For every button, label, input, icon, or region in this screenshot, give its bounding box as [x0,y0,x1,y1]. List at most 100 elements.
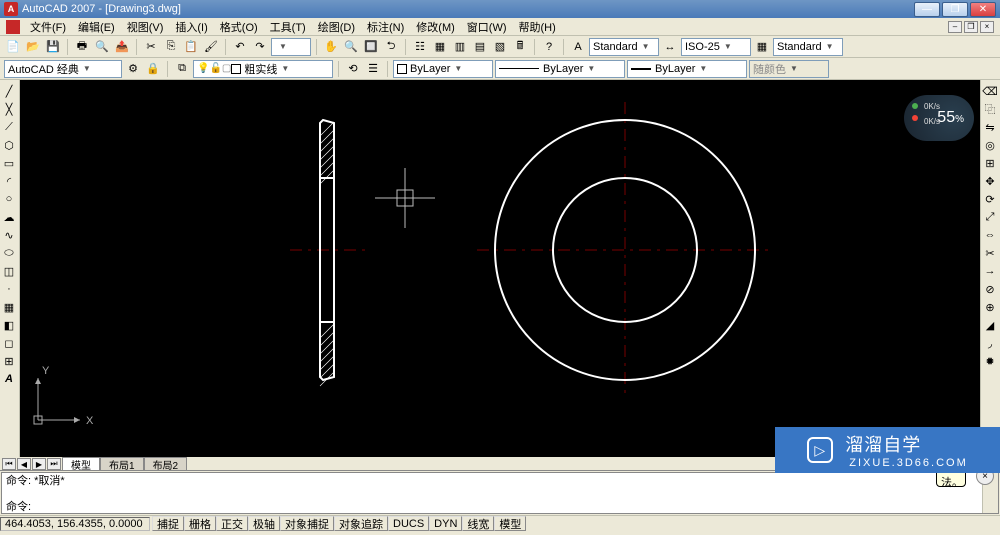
redo-icon[interactable]: ↷ [251,38,269,56]
move-icon[interactable]: ✥ [981,172,999,190]
plotstyle-dropdown[interactable]: 随颜色▼ [749,60,829,78]
workspace-settings-icon[interactable]: ⚙ [124,60,142,78]
table-style-dropdown[interactable]: Standard▼ [773,38,843,56]
doc-restore-button[interactable]: ❐ [964,21,978,33]
menu-edit[interactable]: 编辑(E) [72,19,121,35]
pan-icon[interactable]: ✋ [322,38,340,56]
close-button[interactable]: ✕ [970,2,996,17]
tool-palettes-icon[interactable]: ▥ [451,38,469,56]
undo-history-dropdown[interactable]: ▼ [271,38,311,56]
array-icon[interactable]: ⊞ [981,154,999,172]
layer-dropdown[interactable]: 💡🔓▢ 粗实线▼ [193,60,333,78]
qcalc-icon[interactable]: 🖩 [511,38,529,56]
tab-last-button[interactable]: ⏭ [47,458,61,470]
toggle-polar[interactable]: 极轴 [248,516,280,531]
toggle-ortho[interactable]: 正交 [216,516,248,531]
dim-style-dropdown[interactable]: ISO-25▼ [681,38,751,56]
line-icon[interactable]: ╱ [0,82,18,100]
maximize-button[interactable]: ❐ [942,2,968,17]
linetype-dropdown[interactable]: ByLayer▼ [495,60,625,78]
hatch-icon[interactable]: ▦ [0,298,18,316]
rotate-icon[interactable]: ⟳ [981,190,999,208]
toggle-lwt[interactable]: 线宽 [462,516,494,531]
menu-draw[interactable]: 绘图(D) [312,19,361,35]
menu-dim[interactable]: 标注(N) [361,19,410,35]
stretch-icon[interactable]: ⇔ [981,226,999,244]
tab-layout2[interactable]: 布局2 [144,457,188,470]
pline-icon[interactable]: ⟋ [0,118,18,136]
scale-icon[interactable]: ⤢ [981,208,999,226]
menu-tools[interactable]: 工具(T) [264,19,312,35]
tab-layout1[interactable]: 布局1 [100,457,144,470]
menu-view[interactable]: 视图(V) [121,19,170,35]
layer-manager-icon[interactable]: ⧉ [173,60,191,78]
gradient-icon[interactable]: ◧ [0,316,18,334]
chamfer-icon[interactable]: ◢ [981,316,999,334]
plot-preview-icon[interactable]: 🔍 [93,38,111,56]
circle-icon[interactable]: ○ [0,190,18,208]
region-icon[interactable]: ◻ [0,334,18,352]
workspace-dropdown[interactable]: AutoCAD 经典▼ [4,60,122,78]
join-icon[interactable]: ⊕ [981,298,999,316]
zoom-rt-icon[interactable]: 🔍 [342,38,360,56]
spline-icon[interactable]: ∿ [0,226,18,244]
drawing-canvas[interactable]: XY 0K/s 0K/s 55% [20,80,980,457]
minimize-button[interactable]: — [914,2,940,17]
extend-icon[interactable]: → [981,262,999,280]
polygon-icon[interactable]: ⬡ [0,136,18,154]
revcloud-icon[interactable]: ☁ [0,208,18,226]
help-icon[interactable]: ? [540,38,558,56]
copy-icon[interactable]: ⎘ [162,38,180,56]
block-icon[interactable]: ◫ [0,262,18,280]
arc-icon[interactable]: ◜ [0,172,18,190]
match-icon[interactable]: 🖌 [202,38,220,56]
toggle-ducs[interactable]: DUCS [388,516,429,531]
sheet-set-icon[interactable]: ▤ [471,38,489,56]
text-style-icon[interactable]: A [569,38,587,56]
design-center-icon[interactable]: ▦ [431,38,449,56]
print-icon[interactable]: 🖶 [73,38,91,56]
markup-icon[interactable]: ▧ [491,38,509,56]
zoom-window-icon[interactable]: 🔲 [362,38,380,56]
save-icon[interactable]: 💾 [44,38,62,56]
offset-icon[interactable]: ◎ [981,136,999,154]
tab-model[interactable]: 模型 [62,457,100,470]
menu-format[interactable]: 格式(O) [214,19,264,35]
color-dropdown[interactable]: ByLayer▼ [393,60,493,78]
workspace-lock-icon[interactable]: 🔒 [144,60,162,78]
mirror-icon[interactable]: ⇋ [981,118,999,136]
command-window[interactable]: 命令: *取消* 命令: [1,472,999,514]
rect-icon[interactable]: ▭ [0,154,18,172]
mtext-icon[interactable]: A [0,370,18,388]
text-style-dropdown[interactable]: Standard▼ [589,38,659,56]
erase-icon[interactable]: ⌫ [981,82,999,100]
lineweight-dropdown[interactable]: ByLayer▼ [627,60,747,78]
layer-states-icon[interactable]: ☰ [364,60,382,78]
break-icon[interactable]: ⊘ [981,280,999,298]
tab-first-button[interactable]: ⏮ [2,458,16,470]
menu-window[interactable]: 窗口(W) [461,19,513,35]
doc-close-button[interactable]: × [980,21,994,33]
toggle-dyn[interactable]: DYN [429,516,462,531]
fillet-icon[interactable]: ◞ [981,334,999,352]
open-icon[interactable]: 📂 [24,38,42,56]
undo-icon[interactable]: ↶ [231,38,249,56]
toggle-grid[interactable]: 栅格 [184,516,216,531]
properties-icon[interactable]: ☷ [411,38,429,56]
point-icon[interactable]: · [0,280,18,298]
table-icon[interactable]: ⊞ [0,352,18,370]
table-style-icon[interactable]: ▦ [753,38,771,56]
toggle-snap[interactable]: 捕捉 [152,516,184,531]
menu-modify[interactable]: 修改(M) [410,19,461,35]
ellipse-icon[interactable]: ⬭ [0,244,18,262]
toggle-model[interactable]: 模型 [494,516,526,531]
toggle-otrack[interactable]: 对象追踪 [334,516,388,531]
tab-prev-button[interactable]: ◀ [17,458,31,470]
copy-obj-icon[interactable]: ⿻ [981,100,999,118]
menu-help[interactable]: 帮助(H) [513,19,562,35]
menu-insert[interactable]: 插入(I) [169,19,213,35]
new-icon[interactable]: 📄 [4,38,22,56]
doc-min-button[interactable]: – [948,21,962,33]
layer-prev-icon[interactable]: ⟲ [344,60,362,78]
publish-icon[interactable]: 📤 [113,38,131,56]
